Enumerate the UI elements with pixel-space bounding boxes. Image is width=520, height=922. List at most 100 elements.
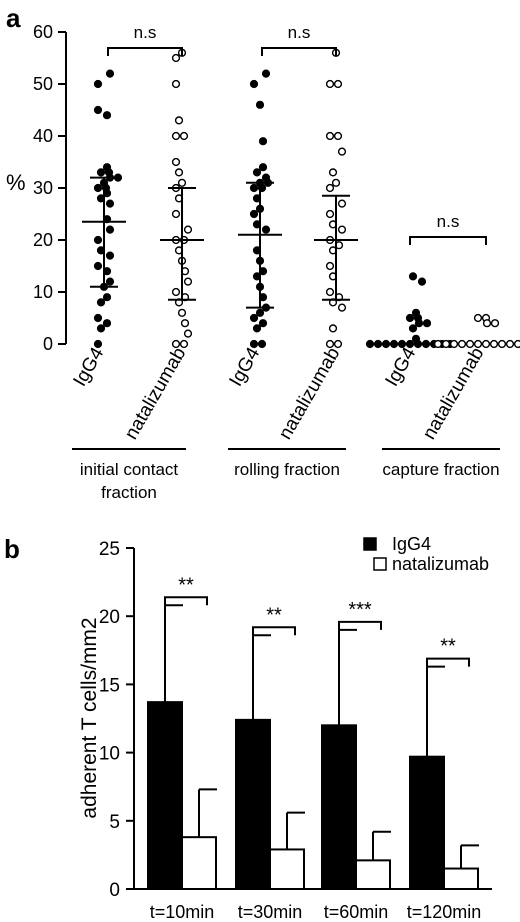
data-point — [325, 183, 335, 193]
x-label-natalizumab: natalizumab — [121, 344, 190, 443]
data-point — [93, 235, 103, 245]
legend-label-natalizumab: natalizumab — [392, 554, 489, 574]
data-point — [93, 79, 103, 89]
data-point — [249, 79, 259, 89]
data-point — [490, 319, 500, 328]
data-point — [249, 209, 259, 219]
x-label-natalizumab: natalizumab — [419, 344, 488, 443]
data-point — [473, 339, 483, 349]
group-label: rolling fraction — [234, 460, 340, 479]
data-point — [337, 303, 347, 312]
panel-a-y-axis-label: % — [6, 170, 26, 195]
data-point — [93, 105, 103, 115]
data-point — [252, 168, 262, 177]
panel-a-label: a — [6, 3, 21, 33]
bar-natalizumab — [269, 848, 305, 890]
data-point — [249, 313, 259, 323]
panel-b-y-tick-label: 10 — [99, 744, 120, 765]
data-point — [331, 178, 341, 187]
significance-label: n.s — [288, 23, 311, 42]
x-label-natalizumab: natalizumab — [275, 344, 344, 443]
data-point — [183, 225, 193, 234]
data-point — [180, 319, 190, 328]
x-label-igg4: IgG4 — [70, 344, 109, 391]
data-point — [325, 339, 335, 349]
significance-label: n.s — [437, 212, 460, 231]
data-point — [261, 69, 271, 78]
data-point — [325, 79, 335, 89]
data-point — [171, 287, 181, 297]
data-point — [93, 339, 103, 349]
bar-igg4 — [147, 701, 183, 891]
data-point — [421, 339, 431, 349]
data-point — [105, 251, 115, 260]
bar-igg4 — [235, 718, 271, 891]
data-point — [255, 308, 265, 317]
bar-igg4 — [409, 755, 445, 891]
bar-natalizumab — [181, 836, 217, 891]
panel-b-y-ticks: 0 5 10 15 20 25 — [99, 539, 134, 901]
panel-b-label: b — [4, 534, 20, 564]
legend-label-igg4: IgG4 — [392, 534, 431, 554]
data-point — [505, 339, 515, 349]
panel-b-y-tick-label: 15 — [99, 675, 120, 696]
data-point — [183, 277, 193, 286]
data-point — [328, 324, 338, 333]
data-point — [333, 131, 343, 141]
data-point — [457, 339, 467, 349]
data-point — [405, 339, 415, 349]
panel-b-y-tick-label: 20 — [99, 607, 120, 628]
data-point — [171, 79, 181, 89]
data-point — [325, 209, 335, 219]
data-point — [333, 339, 343, 349]
data-point — [252, 324, 262, 333]
data-point — [96, 168, 106, 177]
data-point — [258, 163, 268, 172]
panel-b-bars — [147, 604, 479, 891]
data-point — [249, 339, 259, 349]
bar-natalizumab — [355, 859, 391, 891]
data-point — [93, 183, 103, 193]
significance-label: ** — [178, 574, 194, 596]
group-label: fraction — [101, 483, 157, 502]
panel-b-legend: IgG4 natalizumab — [363, 534, 489, 574]
panel-a-y-tick-label: 0 — [43, 334, 53, 354]
data-point — [405, 313, 415, 323]
data-point — [105, 69, 115, 78]
data-point — [171, 157, 181, 167]
data-point — [373, 339, 383, 349]
data-point — [408, 272, 418, 281]
data-point — [325, 261, 335, 271]
panel-b-y-tick-label: 25 — [99, 539, 120, 560]
data-point — [174, 116, 184, 125]
panel-a-y-tick-label: 40 — [33, 126, 53, 146]
data-point — [255, 100, 265, 109]
significance-label: ** — [266, 604, 282, 626]
data-point — [171, 209, 181, 219]
bar-igg4 — [321, 724, 357, 890]
x-label-igg4: IgG4 — [226, 344, 265, 391]
significance-bracket — [338, 620, 382, 630]
data-point — [105, 225, 115, 234]
significance-bracket — [261, 47, 337, 56]
data-point — [489, 339, 499, 349]
x-label-timepoint: t=30min — [238, 902, 303, 922]
significance-label: n.s — [134, 23, 157, 42]
data-point — [171, 131, 181, 141]
significance-bracket — [107, 47, 183, 56]
data-point — [96, 324, 106, 333]
panel-a-y-tick-label: 10 — [33, 282, 53, 302]
data-point — [337, 147, 347, 156]
data-point — [333, 79, 343, 89]
significance-bracket — [164, 596, 208, 606]
data-point — [413, 339, 423, 349]
data-point — [513, 339, 520, 349]
data-point — [433, 339, 443, 349]
panel-a-mean-sd-bars — [82, 176, 358, 309]
x-label-igg4: IgG4 — [382, 344, 421, 391]
panel-a-y-tick-label: 60 — [33, 22, 53, 42]
data-point — [174, 168, 184, 177]
significance-bracket — [409, 236, 487, 245]
